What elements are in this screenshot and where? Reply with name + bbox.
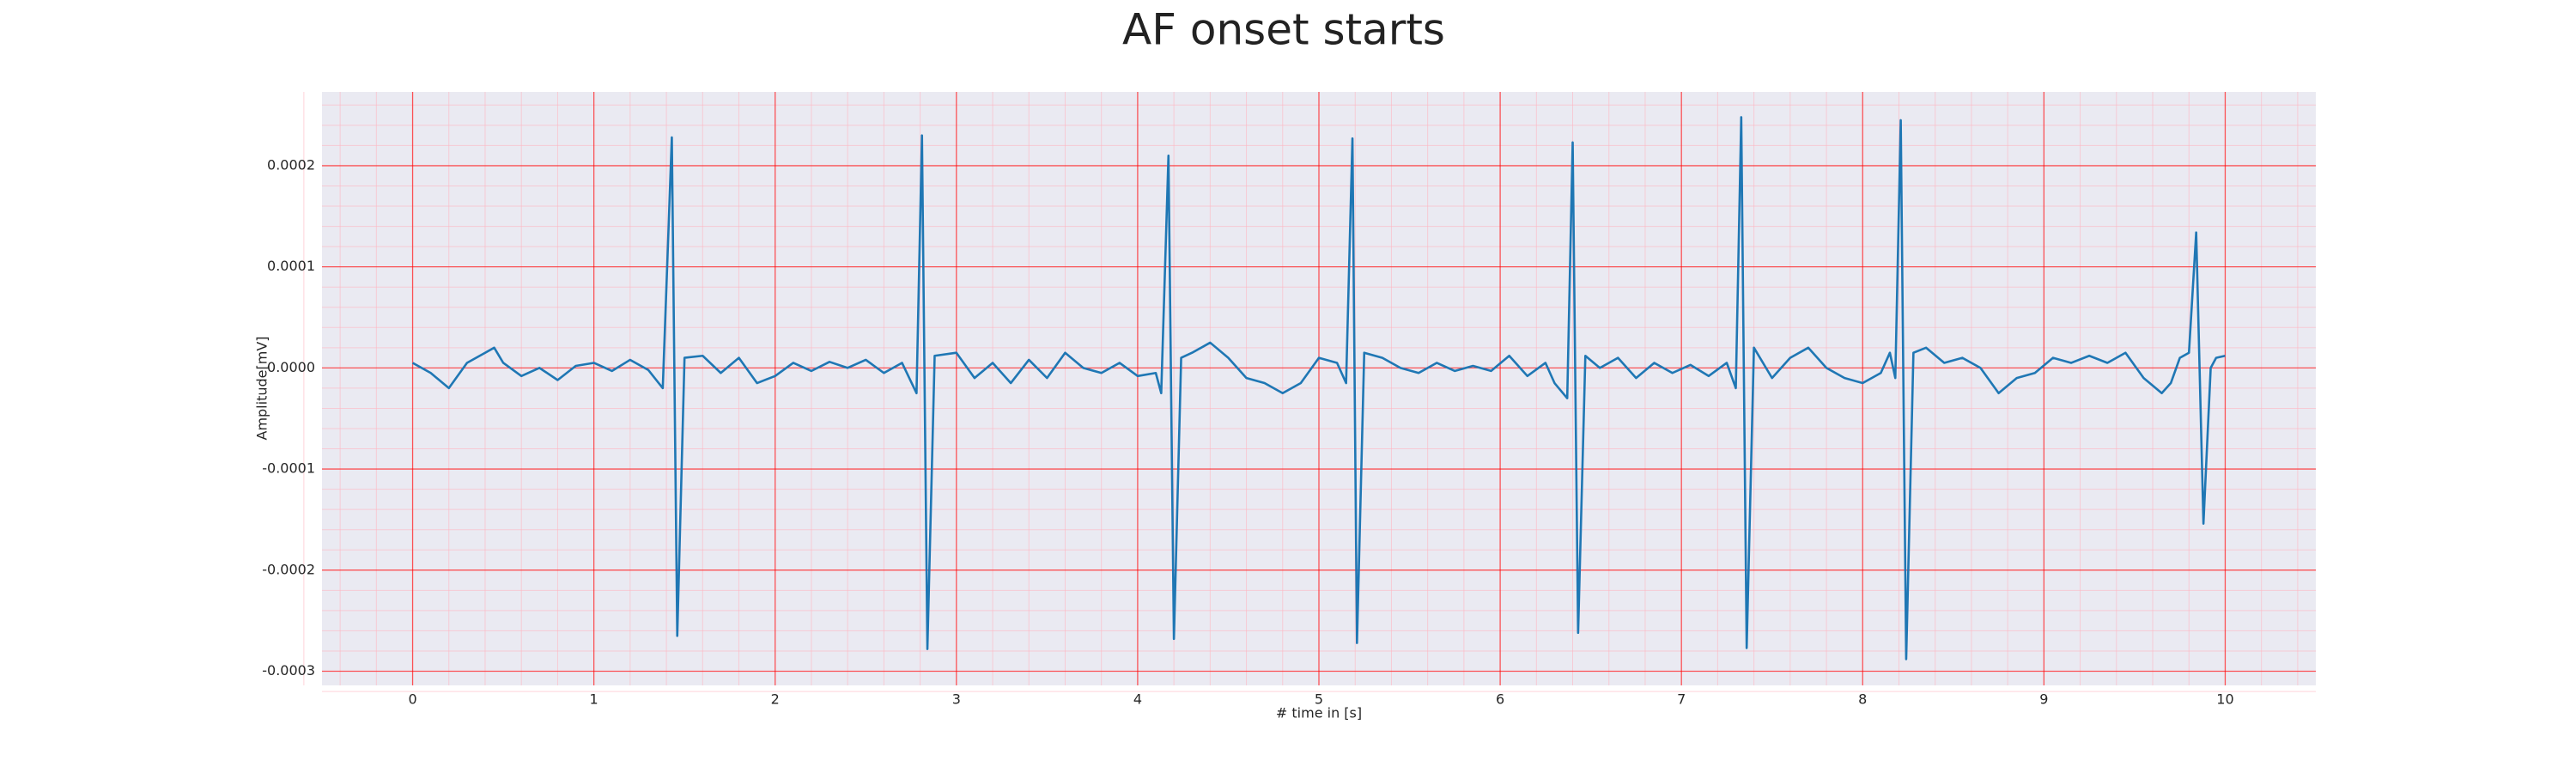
x-tick-label: 8 xyxy=(1858,691,1867,708)
y-tick-label: 0.0002 xyxy=(267,156,315,173)
y-tick-label: 0.0000 xyxy=(267,359,315,375)
y-tick-label: -0.0003 xyxy=(262,662,315,679)
x-tick-label: 10 xyxy=(2216,691,2233,708)
x-axis-label: # time in [s] xyxy=(1276,705,1362,721)
x-tick-label: 1 xyxy=(590,691,598,708)
x-tick-label: 6 xyxy=(1496,691,1504,708)
x-tick-label: 9 xyxy=(2039,691,2048,708)
x-tick-label: 3 xyxy=(952,691,961,708)
x-tick-label: 5 xyxy=(1315,691,1323,708)
x-tick-label: 2 xyxy=(771,691,780,708)
y-tick-label: -0.0002 xyxy=(262,561,315,577)
x-tick-label: 0 xyxy=(408,691,416,708)
y-tick-label: 0.0001 xyxy=(267,258,315,274)
y-axis-label: Amplitude[mV] xyxy=(254,336,270,440)
y-tick-label: -0.0001 xyxy=(262,460,315,477)
x-tick-label: 4 xyxy=(1133,691,1142,708)
data-line xyxy=(411,116,2226,660)
chart-title: AF onset starts xyxy=(1122,5,1445,55)
x-tick-label: 7 xyxy=(1677,691,1686,708)
